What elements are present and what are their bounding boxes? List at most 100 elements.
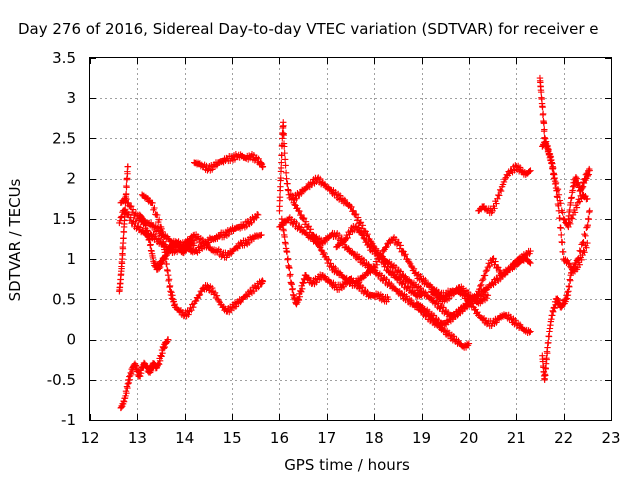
data-point <box>215 297 223 305</box>
data-point <box>491 205 498 212</box>
x-tick-label: 17 <box>317 429 336 447</box>
data-point <box>325 256 332 264</box>
data-point <box>122 199 129 206</box>
data-point <box>392 263 400 271</box>
series-track-j <box>278 215 392 308</box>
y-tick-label: 0 <box>66 331 76 349</box>
data-point <box>124 163 132 170</box>
y-tick-label: 0.5 <box>52 290 76 308</box>
data-point <box>141 219 149 226</box>
data-point <box>374 248 382 256</box>
data-point <box>124 170 131 177</box>
data-point <box>155 361 163 368</box>
data-point <box>125 379 133 387</box>
data-point <box>394 276 402 283</box>
data-point <box>164 336 172 343</box>
data-point <box>277 174 284 182</box>
data-point <box>168 289 175 296</box>
data-point <box>482 317 490 324</box>
data-point <box>296 207 303 215</box>
data-point <box>541 376 548 383</box>
series-track-s <box>539 207 593 383</box>
data-point <box>176 308 184 315</box>
data-point <box>132 219 139 227</box>
data-point <box>576 261 583 268</box>
plot-frame <box>89 57 612 421</box>
data-point <box>122 206 129 213</box>
data-point <box>497 187 505 195</box>
chart-title: Day 276 of 2016, Sidereal Day-to-day VTE… <box>18 20 599 38</box>
x-axis-title: GPS time / hours <box>284 456 410 474</box>
data-point <box>128 202 135 210</box>
x-tick-label: 20 <box>459 429 478 447</box>
data-point <box>379 293 386 300</box>
data-point <box>327 260 334 267</box>
data-point <box>373 261 381 268</box>
data-point <box>154 211 161 219</box>
y-axis-ticks: -1 -0.5 0 0.5 1 1.5 2 2.5 3 3.5 <box>47 49 611 429</box>
data-point <box>407 262 415 270</box>
series-track-e <box>117 336 172 412</box>
data-point <box>543 356 550 363</box>
data-point <box>539 110 547 118</box>
data-point <box>255 283 262 291</box>
data-point <box>512 162 519 169</box>
data-point <box>585 171 592 178</box>
data-point <box>455 337 462 345</box>
y-tick-label: 1.5 <box>52 210 76 228</box>
data-point <box>573 204 581 211</box>
y-tick-label: 2.5 <box>52 129 76 147</box>
data-point <box>340 283 348 290</box>
series-track-p <box>475 162 534 217</box>
data-point <box>258 231 265 239</box>
data-point <box>572 173 580 181</box>
data-point <box>217 248 224 255</box>
data-point <box>557 224 564 232</box>
data-point <box>554 295 561 302</box>
data-point <box>156 263 164 271</box>
data-point <box>296 293 304 300</box>
data-point <box>474 295 481 302</box>
data-point <box>527 247 534 255</box>
data-point <box>158 353 165 360</box>
data-point <box>482 267 490 275</box>
data-point <box>417 284 424 292</box>
data-point <box>512 317 519 324</box>
data-point <box>407 297 415 304</box>
data-point <box>299 215 307 223</box>
data-point <box>298 288 305 295</box>
data-point <box>385 259 392 267</box>
data-point <box>410 265 418 272</box>
data-point <box>351 250 358 258</box>
data-point <box>476 285 483 293</box>
data-point <box>254 211 262 219</box>
data-point <box>402 251 409 258</box>
data-point <box>282 162 289 169</box>
data-point <box>553 187 560 194</box>
data-point <box>539 104 546 111</box>
data-point <box>166 282 174 290</box>
data-point <box>352 210 360 218</box>
data-point <box>556 214 564 222</box>
x-tick-label: 12 <box>80 429 99 447</box>
data-point <box>559 209 566 216</box>
data-point <box>542 360 550 367</box>
x-tick-label: 18 <box>365 429 384 447</box>
data-point <box>278 159 285 166</box>
data-point <box>145 230 152 237</box>
data-point <box>465 340 473 347</box>
data-point <box>526 258 533 266</box>
data-point <box>527 167 534 174</box>
data-point <box>359 222 367 229</box>
x-tick-label: 23 <box>601 429 620 447</box>
data-point <box>478 281 485 289</box>
data-point <box>127 214 134 221</box>
data-point <box>282 169 290 177</box>
data-point <box>123 184 130 191</box>
data-point <box>551 304 558 312</box>
data-point <box>496 267 504 274</box>
data-point <box>542 372 549 379</box>
data-point <box>575 254 582 262</box>
data-point <box>218 253 225 260</box>
data-point <box>354 224 362 231</box>
